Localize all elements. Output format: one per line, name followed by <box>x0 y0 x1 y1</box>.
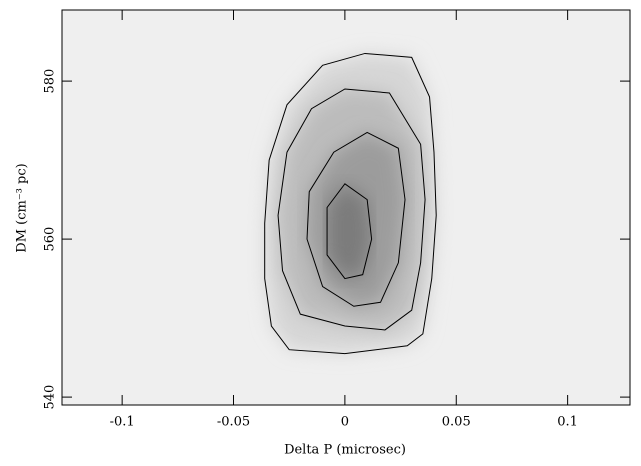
x-tick-label: 0 <box>341 415 349 430</box>
y-tick-label: 560 <box>43 227 58 252</box>
x-axis-label: Delta P (microsec) <box>284 443 406 458</box>
contour <box>277 88 426 331</box>
y-tick-label: 540 <box>43 385 58 410</box>
y-axis-label: DM (cm⁻³ pc) <box>15 163 30 252</box>
x-tick-label: -0.05 <box>217 415 250 430</box>
y-tick-label: 580 <box>43 69 58 94</box>
contour <box>306 131 406 307</box>
contour <box>264 52 437 355</box>
x-tick-label: 0.05 <box>442 415 471 430</box>
intensity-region <box>327 183 372 279</box>
x-tick-label: -0.1 <box>110 415 135 430</box>
contour <box>326 183 373 280</box>
plot-frame <box>61 9 631 406</box>
x-tick-label: 0.1 <box>557 415 578 430</box>
